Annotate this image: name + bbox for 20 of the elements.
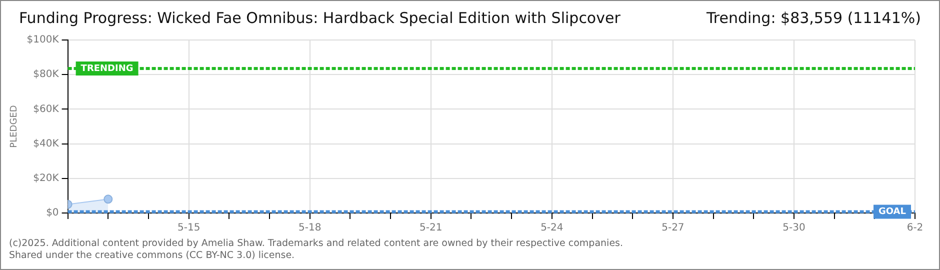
y-tick-label: $20K: [33, 172, 60, 184]
y-tick-label: $100K: [26, 34, 60, 46]
x-tick-label: 5-15: [177, 222, 200, 234]
ref-line-label: TRENDING: [80, 64, 134, 74]
text: Shared under the creative commons (CC BY-NC 3.0) license.: [9, 250, 296, 262]
y-tick-label: $0: [46, 208, 59, 219]
x-tick-label: 5-27: [662, 222, 684, 234]
y-tick-label: $60K: [33, 104, 60, 115]
x-tick-label: 5-24: [540, 222, 564, 234]
ref-line-label: GOAL: [878, 207, 906, 218]
y-tick-label: $80K: [33, 69, 60, 80]
x-tick-label: 5-30: [782, 222, 806, 234]
y-tick-label: $40K: [33, 138, 60, 150]
x-tick-label: 5-18: [298, 222, 322, 234]
x-tick-label: 5-21: [420, 222, 442, 234]
text: (c)2025. Additional content provided by Amelia Shaw. Trademarks and related content are owned by their respective companies.: [9, 238, 624, 250]
chart-title: Funding Progress: Wicked Fae Omnibus: Hardback Special Edition with Slipcover: [19, 9, 620, 29]
x-tick-label: 6-2: [906, 222, 924, 234]
y-axis-title: PLEDGED: [10, 105, 20, 148]
chart-subtitle: Trending: $83,559 (11141%): [706, 9, 921, 29]
